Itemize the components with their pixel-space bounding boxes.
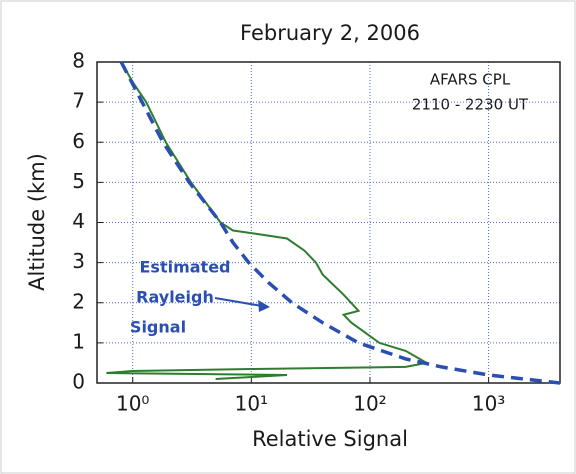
y-tick-label: 0 bbox=[72, 370, 85, 394]
rayleigh-label: Signal bbox=[130, 318, 186, 337]
x-tick-label: 10³ bbox=[472, 392, 505, 416]
annotation: 2110 - 2230 UT bbox=[412, 96, 529, 114]
rayleigh-label: Estimated bbox=[139, 258, 230, 277]
y-axis-label: Altitude (km) bbox=[25, 153, 49, 291]
y-tick-label: 8 bbox=[72, 49, 85, 73]
y-tick-label: 6 bbox=[72, 129, 85, 153]
arrow-head bbox=[258, 300, 270, 312]
x-tick-label: 10⁰ bbox=[116, 392, 149, 416]
x-tick-label: 10¹ bbox=[235, 392, 268, 416]
arrow bbox=[214, 297, 263, 307]
x-tick-label: 10² bbox=[353, 392, 386, 416]
chart-title: February 2, 2006 bbox=[240, 21, 420, 45]
annotation: AFARS CPL bbox=[430, 71, 511, 89]
y-tick-label: 1 bbox=[72, 329, 85, 353]
y-tick-label: 5 bbox=[72, 169, 85, 193]
series-line bbox=[119, 61, 561, 385]
y-tick-label: 7 bbox=[72, 89, 85, 113]
rayleigh-label: Rayleigh bbox=[136, 288, 214, 307]
y-tick-label: 3 bbox=[72, 249, 85, 273]
plot-border bbox=[96, 61, 561, 384]
series-line bbox=[106, 61, 430, 380]
y-tick-label: 2 bbox=[72, 289, 85, 313]
x-axis-label: Relative Signal bbox=[252, 427, 408, 451]
y-tick-label: 4 bbox=[72, 209, 85, 233]
